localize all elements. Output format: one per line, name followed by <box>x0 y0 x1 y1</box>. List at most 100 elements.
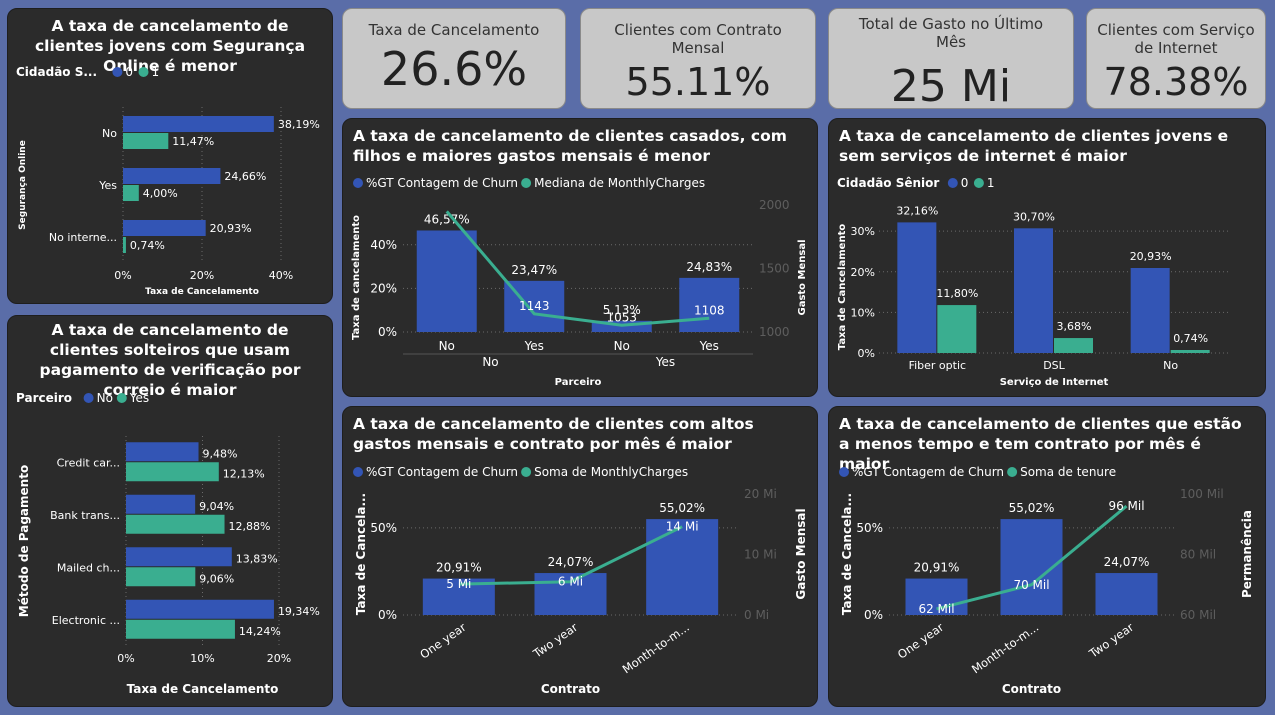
y-category-label: No interne... <box>49 231 117 244</box>
y-tick-label: 30% <box>851 225 875 238</box>
x-category-label: Two year <box>530 620 581 661</box>
legend-marker <box>112 67 123 77</box>
x-axis-title: Taxa de Cancelamento <box>127 682 279 696</box>
data-label: 14,24% <box>239 625 281 638</box>
legend-label: Soma de tenure <box>1020 465 1116 479</box>
data-label: 20,91% <box>914 561 960 575</box>
y-axis-title: Segurança Online <box>18 140 28 230</box>
legend-label: %GT Contagem de Churn <box>852 465 1004 479</box>
x-group-label: No <box>482 355 498 369</box>
y-tick-label: 20% <box>851 266 875 279</box>
bar <box>1130 267 1170 353</box>
chart-contract-charges: %GT Contagem de Churn Soma de MonthlyChar… <box>353 465 808 696</box>
data-label: 46,57% <box>424 212 470 226</box>
y2-tick-label: 80 Mil <box>1180 548 1216 562</box>
x-axis-title: Parceiro <box>555 377 602 388</box>
line-data-label: 96 Mil <box>1108 499 1144 513</box>
data-label: 24,07% <box>548 555 594 569</box>
y2-tick-label: 1500 <box>759 262 790 276</box>
bar <box>126 599 274 619</box>
legend-label: 0 <box>961 176 969 190</box>
x-tick-label: 20% <box>267 652 291 665</box>
line-data-label: 1143 <box>519 299 550 313</box>
legend-marker <box>138 67 149 77</box>
line-data-label: 62 Mil <box>918 602 954 616</box>
legend-label: %GT Contagem de Churn <box>366 176 518 190</box>
bar <box>1014 228 1053 353</box>
kpi-card-internet-service: Clientes com Serviço de Internet 78.38% <box>1086 8 1266 109</box>
chart-partner: %GT Contagem de Churn Mediana de MonthlyC… <box>351 176 808 388</box>
bar <box>646 519 719 615</box>
kpi-value: 55.11% <box>625 60 771 104</box>
bar <box>123 116 274 132</box>
x-tick-label: 10% <box>190 652 214 665</box>
data-label: 23,47% <box>511 263 557 277</box>
bar <box>1170 349 1210 353</box>
chart-title: A taxa de cancelamento de clientes solte… <box>39 321 301 399</box>
legend-marker <box>973 178 984 188</box>
y-tick-label: 20% <box>370 281 397 295</box>
data-label: 12,13% <box>223 467 265 480</box>
data-label: 24,07% <box>1104 555 1150 569</box>
y-tick-label: 40% <box>370 238 397 252</box>
chart-contract-tenure: %GT Contagem de Churn Soma de tenure 0% 50%… <box>839 465 1254 696</box>
data-label: 30,70% <box>1013 210 1055 223</box>
legend-marker <box>353 467 363 477</box>
y2-tick-label: 60 Mil <box>1180 608 1216 622</box>
chart-panel-contract-tenure: A taxa de cancelamento de clientes que e… <box>828 406 1266 707</box>
data-label: 55,02% <box>659 501 705 515</box>
line-data-label: 70 Mil <box>1013 578 1049 592</box>
kpi-card-monthly-contract: Clientes com Contrato Mensal 55.11% <box>580 8 816 109</box>
bar <box>123 185 139 201</box>
y2-tick-label: 1000 <box>759 325 790 339</box>
bar <box>123 168 221 184</box>
chart-title: A taxa de cancelamento de clientes que e… <box>839 415 1242 473</box>
chart-title: A taxa de cancelamento de clientes joven… <box>34 17 306 75</box>
kpi-label: Clientes com Serviço de Internet <box>1097 21 1255 57</box>
y-category-label: Credit car... <box>57 456 120 469</box>
chart-internet-service: Cidadão Sênior 0 10%10%20%30%Fiber optic32… <box>837 176 1229 388</box>
line-series <box>445 210 710 327</box>
data-label: 4,00% <box>143 187 178 200</box>
x-tick-label: 20% <box>190 269 214 282</box>
data-label: 24,66% <box>224 170 266 183</box>
legend-title: Cidadão Sênior <box>837 176 939 190</box>
bar <box>1095 573 1158 615</box>
chart-title: A taxa de cancelamento de clientes casad… <box>353 127 787 165</box>
data-label: 9,48% <box>203 447 238 460</box>
y-axis-title: Método de Pagamento <box>17 465 31 617</box>
legend-marker <box>116 393 127 403</box>
chart-title: A taxa de cancelamento de clientes joven… <box>839 127 1229 165</box>
x-category-label: Yes <box>524 339 544 353</box>
legend-marker <box>83 393 94 403</box>
legend-marker <box>521 178 532 188</box>
x-axis-title: Contrato <box>541 682 600 696</box>
legend-label: 0 <box>125 65 133 79</box>
bar <box>1054 338 1093 353</box>
bar <box>123 237 126 253</box>
line-data-label: 1053 <box>606 310 637 324</box>
legend-label: Yes <box>129 391 149 405</box>
chart-panel-partner: A taxa de cancelamento de clientes casad… <box>342 118 818 397</box>
x-category-label: DSL <box>1043 359 1065 372</box>
y-axis-title: Taxa de cancelamento <box>351 215 362 340</box>
bar <box>937 305 977 353</box>
data-label: 0,74% <box>130 239 165 252</box>
kpi-label: Total de Gasto no Último Mês <box>858 15 1044 51</box>
y-tick-label: 10% <box>851 306 875 319</box>
kpi-value: 25 Mi <box>890 61 1012 112</box>
x-axis-title: Contrato <box>1002 682 1061 696</box>
bar <box>126 442 199 462</box>
legend-title: Parceiro <box>16 391 72 405</box>
x-axis-title: Taxa de Cancelamento <box>145 287 259 297</box>
data-label: 13,83% <box>236 552 278 565</box>
y-tick-label: 0% <box>378 608 397 622</box>
bar <box>897 222 937 353</box>
y-tick-label: 0% <box>858 347 875 360</box>
data-label: 0,74% <box>1173 332 1208 345</box>
bar <box>126 619 235 639</box>
data-label: 20,91% <box>436 561 482 575</box>
bar <box>126 567 196 587</box>
legend-marker <box>1007 467 1018 477</box>
x-category-label: Month-to-m... <box>969 620 1041 676</box>
